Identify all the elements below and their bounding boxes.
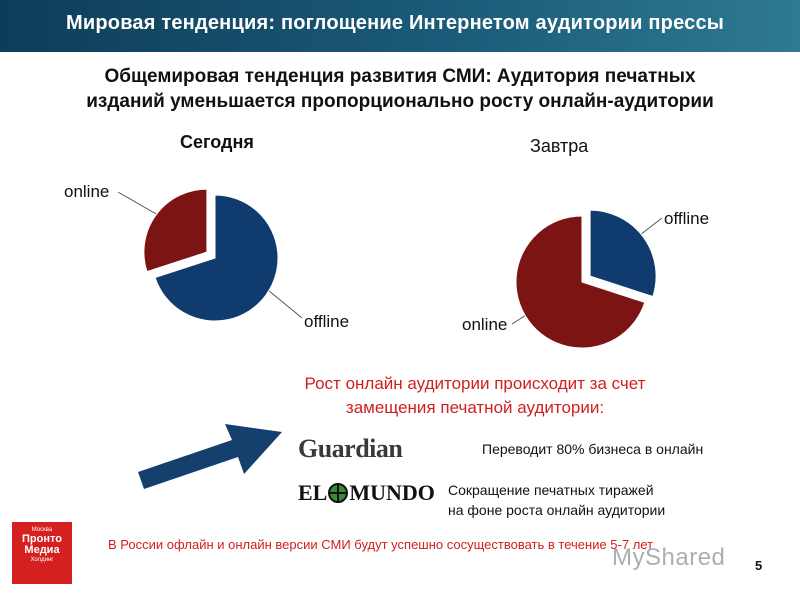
pie-today	[143, 188, 279, 322]
pronto-media-logo-line-1: Пронто	[22, 533, 62, 545]
pie-tomorrow	[515, 209, 657, 349]
leader-line-tomorrow-offline	[639, 217, 663, 236]
growth-statement: Рост онлайн аудитории происходит за счет…	[270, 372, 680, 420]
headline-line-1: Общемировая тенденция развития СМИ: Ауди…	[104, 66, 696, 87]
pie-label-today-online: online	[64, 182, 109, 201]
elmundo-description: Сокращение печатных тиражей на фоне рост…	[448, 480, 665, 520]
pie-slice-today-offline	[154, 194, 279, 322]
pie-label-tomorrow-online: online	[462, 315, 507, 334]
globe-icon	[328, 483, 349, 503]
arrow-icon	[138, 424, 282, 489]
elmundo-logo-right: MUNDO	[349, 480, 435, 505]
headline-line-2: изданий уменьшается пропорционально рост…	[86, 91, 714, 112]
leader-line-today-offline	[267, 289, 303, 319]
elmundo-description-line-2: на фоне роста онлайн аудитории	[448, 502, 666, 518]
elmundo-logo: EL MUNDO	[298, 480, 435, 506]
pronto-media-logo-bottom: Холдинг	[30, 557, 54, 563]
pie-slice-today-online	[143, 188, 208, 273]
chart-title-tomorrow: Завтра	[530, 136, 589, 156]
guardian-description: Переводит 80% бизнеса в онлайн	[482, 441, 704, 457]
chart-title-today: Сегодня	[180, 132, 254, 152]
pie-slice-tomorrow-offline	[589, 209, 657, 298]
elmundo-logo-left: EL	[298, 480, 328, 505]
elmundo-description-line-1: Сокращение печатных тиражей	[448, 482, 654, 498]
pronto-media-logo-top: Москва	[31, 527, 53, 533]
watermark: MyShared	[612, 544, 726, 571]
page-number: 5	[755, 558, 763, 573]
header-title: Мировая тенденция: поглощение Интернетом…	[66, 12, 725, 34]
headline: Общемировая тенденция развития СМИ: Ауди…	[0, 64, 800, 114]
pronto-media-logo: Москва Пронто Медиа Холдинг	[12, 522, 72, 584]
pie-label-tomorrow-offline: offline	[664, 209, 709, 228]
growth-line-1: Рост онлайн аудитории происходит за счет	[304, 374, 646, 393]
guardian-logo: Guardian	[298, 434, 403, 463]
pie-label-today-offline: offline	[304, 312, 349, 331]
growth-line-2: замещения печатной аудитории:	[345, 398, 605, 417]
russia-note: В России офлайн и онлайн версии СМИ буду…	[108, 537, 654, 552]
header-bar: Мировая тенденция: поглощение Интернетом…	[0, 0, 800, 52]
pronto-media-logo-line-2: Медиа	[24, 544, 60, 556]
pie-slice-tomorrow-online	[515, 215, 646, 349]
